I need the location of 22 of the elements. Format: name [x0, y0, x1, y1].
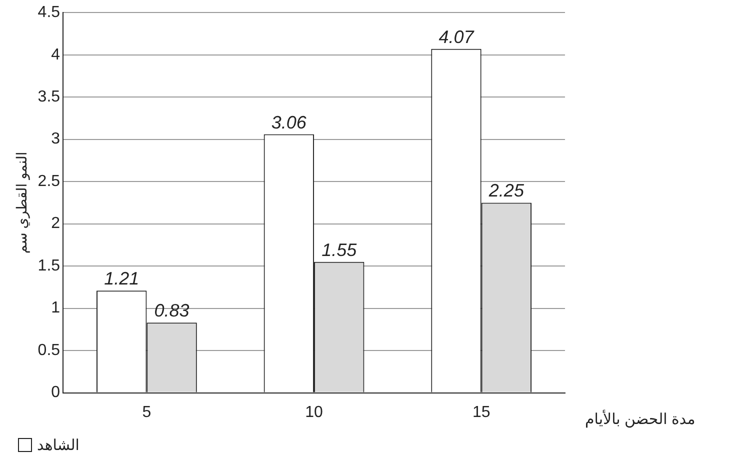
data-label: 1.21 — [104, 268, 140, 289]
y-tick-label: 1.5 — [38, 257, 60, 274]
data-label: 0.83 — [154, 300, 190, 321]
y-tick-label: 2.5 — [38, 172, 60, 190]
data-label: 1.55 — [322, 240, 358, 260]
x-axis-title: مدة الحضن بالأيام — [585, 409, 696, 428]
y-tick-label: 3.5 — [38, 88, 60, 106]
x-tick-label: 15 — [472, 404, 490, 421]
y-tick-label: 2 — [51, 215, 60, 232]
x-tick-label: 10 — [305, 404, 324, 421]
data-label: 2.25 — [488, 180, 525, 201]
y-tick-label: 4 — [51, 46, 60, 64]
y-tick-label: 1 — [51, 300, 60, 317]
y-tick-label: 0 — [51, 384, 60, 402]
text: الشاهد — [37, 436, 80, 454]
x-tick-label: 5 — [142, 404, 152, 421]
data-label: 3.06 — [271, 112, 308, 132]
data-label: 4.07 — [438, 26, 475, 47]
y-tick-label: 3 — [51, 130, 60, 148]
y-tick-label: 0.5 — [38, 342, 60, 359]
y-axis-title: النمو القطري سم — [13, 152, 30, 254]
y-tick-label: 4.5 — [38, 4, 60, 22]
